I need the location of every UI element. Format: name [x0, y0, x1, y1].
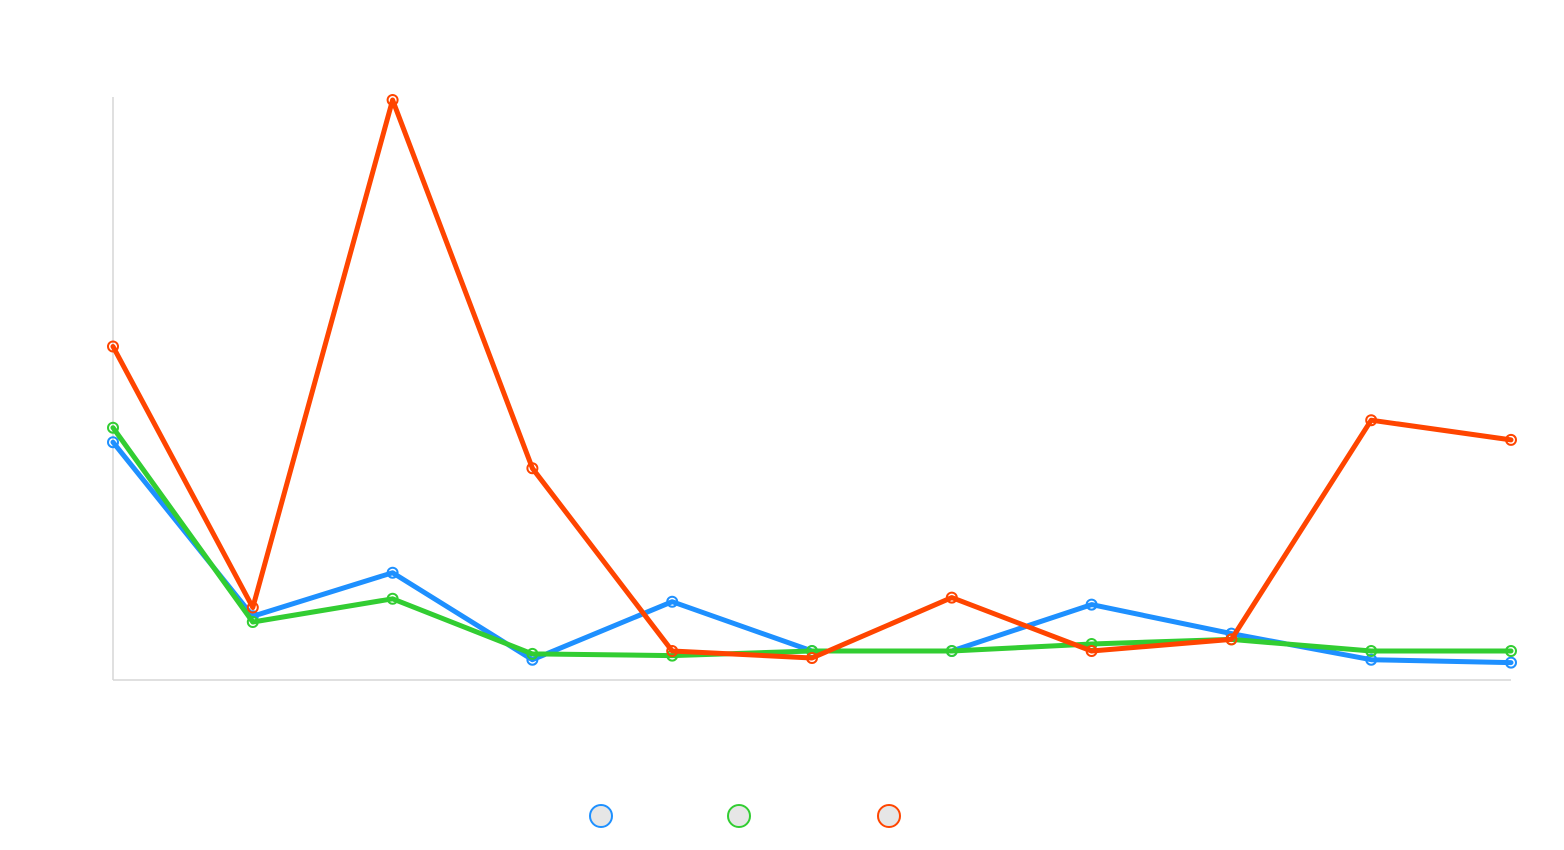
series-2-point[interactable]: [1505, 645, 1517, 657]
series-1-line: [110, 439, 1514, 666]
series-2-point[interactable]: [526, 647, 539, 660]
legend-marker-3[interactable]: [877, 804, 901, 828]
legend-item-1[interactable]: [589, 804, 613, 828]
series-2-point[interactable]: [246, 616, 259, 628]
series-2-line: [110, 425, 1514, 659]
series-1-point[interactable]: [666, 595, 679, 608]
series-2-point[interactable]: [386, 592, 399, 605]
series-2-point[interactable]: [1365, 645, 1378, 657]
series-3-point[interactable]: [1225, 633, 1238, 646]
series-1: [107, 436, 1517, 669]
series-3-line: [110, 97, 1514, 661]
series-3-point[interactable]: [386, 94, 399, 106]
series-1-point[interactable]: [107, 436, 119, 449]
legend-marker-1[interactable]: [589, 804, 613, 828]
series-1-point[interactable]: [386, 566, 399, 579]
series-3-point[interactable]: [107, 340, 119, 353]
series-3-point[interactable]: [945, 591, 958, 604]
series-group: [107, 94, 1517, 669]
series-1-point[interactable]: [1365, 653, 1378, 666]
legend-item-2[interactable]: [727, 804, 751, 828]
series-1-point[interactable]: [1085, 598, 1098, 611]
series-3-point[interactable]: [246, 601, 259, 614]
series-3-point[interactable]: [1505, 433, 1517, 446]
series-3: [107, 94, 1517, 664]
series-3-point[interactable]: [806, 652, 818, 664]
series-1-point[interactable]: [1505, 656, 1517, 669]
series-2-point[interactable]: [945, 645, 958, 657]
legend-marker-2[interactable]: [727, 804, 751, 828]
series-2-point[interactable]: [107, 421, 119, 434]
series-3-point[interactable]: [666, 645, 679, 657]
legend-item-3[interactable]: [877, 804, 901, 828]
series-3-point[interactable]: [1365, 414, 1378, 427]
series-3-point[interactable]: [1085, 645, 1098, 657]
legend[interactable]: [589, 804, 901, 828]
series-2: [107, 421, 1517, 662]
series-3-point[interactable]: [526, 462, 539, 475]
